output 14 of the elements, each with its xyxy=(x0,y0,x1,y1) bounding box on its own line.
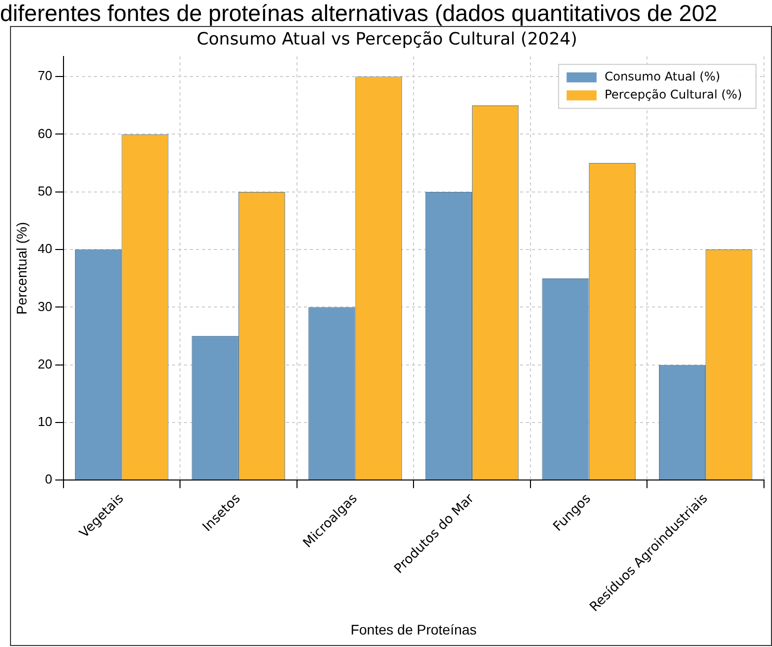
legend-label: Percepção Cultural (%) xyxy=(604,88,742,102)
y-tick-label: 70 xyxy=(38,68,52,84)
text: diferentes fontes de proteínas alternativas (dados quantitativos de 202 xyxy=(0,0,718,27)
y-tick-label: 0 xyxy=(45,472,52,487)
y-tick-label: 60 xyxy=(38,126,52,141)
y-tick-label: 40 xyxy=(38,241,52,256)
y-axis-title: Percentual (%) xyxy=(13,222,30,315)
chart-title: Consumo Atual vs Percepção Cultural (2024) xyxy=(196,30,578,50)
y-tick-label: 50 xyxy=(38,183,52,198)
y-tick-label: 30 xyxy=(38,298,52,314)
legend-label: Consumo Atual (%) xyxy=(604,70,720,84)
y-tick-label: 10 xyxy=(38,414,52,430)
x-axis-title: Fontes de Proteínas xyxy=(350,621,477,638)
y-tick-label: 20 xyxy=(38,356,52,372)
